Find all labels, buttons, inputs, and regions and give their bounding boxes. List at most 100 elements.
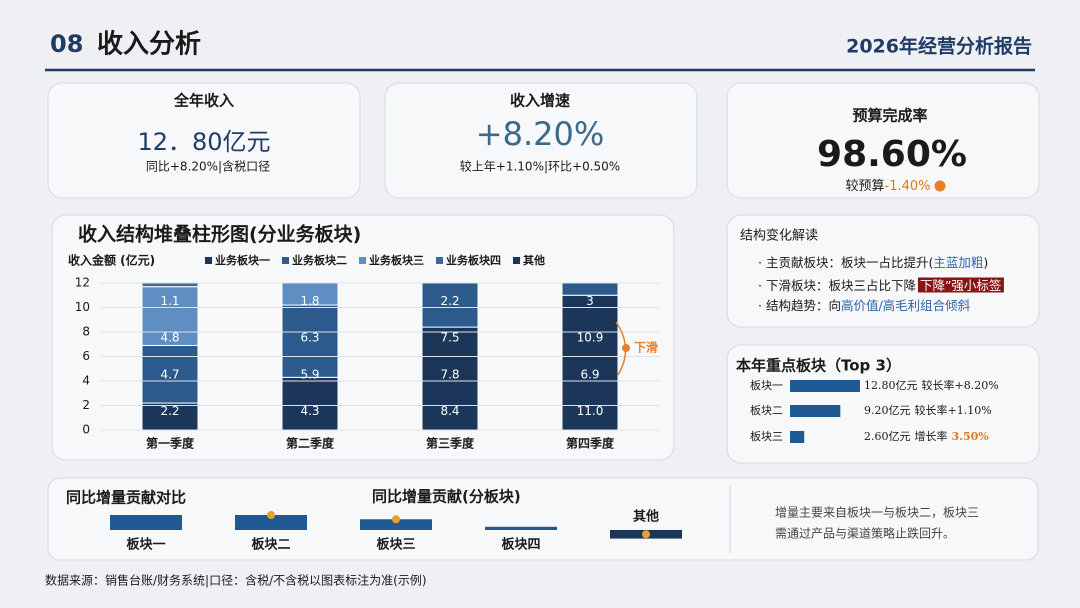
bar bbox=[110, 515, 182, 530]
bar-segment bbox=[561, 294, 619, 430]
card-title: 全年收入 bbox=[173, 92, 234, 110]
row-notes: 较长率+8.20% bbox=[922, 378, 999, 392]
insight-segment: 高价值/高毛利组合倾斜 bbox=[841, 298, 971, 313]
y-tick-label: 12 bbox=[75, 276, 90, 290]
row-label: 板块三 bbox=[750, 429, 783, 443]
card-value: 98.60% bbox=[817, 134, 967, 175]
data-label: 11.0 bbox=[577, 404, 604, 418]
row-notes: 较长率+1.10% bbox=[915, 403, 992, 417]
card-value: 12．80亿元 bbox=[137, 128, 270, 156]
report-title: 2026年经营分析报告 bbox=[846, 35, 1032, 58]
legend-swatch bbox=[282, 257, 289, 264]
y-tick-label: 8 bbox=[82, 325, 90, 339]
x-tick-label: 第三季度 bbox=[426, 436, 475, 451]
bar-segment bbox=[561, 283, 619, 296]
card bbox=[384, 82, 698, 199]
card-title: 预算完成率 bbox=[852, 107, 927, 125]
annotation-dot bbox=[622, 344, 630, 352]
bar bbox=[485, 526, 557, 530]
y-axis-label: 收入金额 (亿元) bbox=[68, 253, 155, 268]
marker-dot bbox=[267, 511, 275, 519]
card-sub: 较上年+1.10%|环比+0.50% bbox=[460, 159, 620, 174]
x-tick-label: 板块三 bbox=[376, 537, 415, 553]
data-label: 1.1 bbox=[160, 294, 179, 308]
bullet: · bbox=[758, 278, 766, 293]
data-label: 5.9 bbox=[300, 367, 319, 381]
bullet: · bbox=[758, 298, 766, 313]
insight-segment: ) bbox=[983, 255, 988, 270]
chart-card bbox=[51, 214, 675, 461]
y-tick-label: 0 bbox=[82, 423, 90, 437]
chart-title: 收入结构堆叠柱形图(分业务板块) bbox=[78, 223, 361, 246]
data-label: 4.7 bbox=[160, 367, 179, 381]
legend-swatch bbox=[436, 257, 443, 264]
row-notes: 增长率 bbox=[915, 429, 948, 443]
card-value: +8.20% bbox=[476, 115, 604, 153]
insight-line: · 主贡献板块：板块一占比提升(主蓝加粗) bbox=[758, 255, 988, 270]
x-tick-label: 板块一 bbox=[126, 537, 165, 553]
x-tick-label: 板块四 bbox=[501, 537, 540, 553]
note-line: 增量主要来自板块一与板块二，板块三 bbox=[775, 506, 979, 520]
tag-bg bbox=[917, 277, 1004, 293]
insight-segment: 下降”强小标签 bbox=[920, 278, 1002, 293]
bar-segment bbox=[281, 304, 339, 378]
insight-segment: 主贡献板块：板块一占比提升( bbox=[766, 255, 933, 270]
data-label: 7.5 bbox=[440, 331, 459, 345]
marker-dot bbox=[642, 530, 650, 539]
card bbox=[726, 82, 1040, 199]
bar bbox=[360, 519, 432, 530]
data-label: 3 bbox=[586, 294, 594, 308]
data-label: 2.2 bbox=[160, 404, 179, 418]
legend-label: 其他 bbox=[523, 253, 545, 267]
card-delta: -1.40% bbox=[885, 179, 931, 194]
legend-label: 业务板块二 bbox=[292, 253, 347, 267]
insight-segment: 结构趋势：向 bbox=[766, 298, 841, 313]
footer: 数据来源：销售台账/财务系统|口径：含税/不含税以图表标注为准(示例) bbox=[45, 573, 427, 588]
data-label: 4.8 bbox=[160, 331, 179, 345]
x-tick-label: 第四季度 bbox=[566, 436, 615, 451]
card-title: 收入增速 bbox=[510, 92, 570, 110]
delta-dot bbox=[934, 180, 946, 192]
data-label: 1.8 bbox=[300, 294, 319, 308]
page-title: 收入分析 bbox=[97, 30, 201, 60]
row-value: 2.60亿元 增长率 3.50% bbox=[864, 429, 989, 443]
legend-swatch bbox=[205, 257, 212, 264]
x-tick-label: 第一季度 bbox=[146, 436, 195, 451]
y-tick-label: 6 bbox=[82, 349, 90, 363]
marker-dot bbox=[392, 515, 400, 524]
hbar bbox=[790, 405, 841, 417]
legend-label: 业务板块四 bbox=[446, 253, 501, 267]
row-label: 板块二 bbox=[750, 403, 783, 417]
note-line: 需通过产品与渠道策略止跌回升。 bbox=[775, 526, 955, 541]
data-label: 6.9 bbox=[580, 367, 599, 381]
row-value: 9.20亿元 较长率+1.10% bbox=[864, 403, 992, 417]
bullet: · bbox=[758, 255, 766, 270]
bar-segment bbox=[141, 283, 199, 288]
bottom-card bbox=[47, 477, 1039, 561]
bar-segment bbox=[141, 286, 199, 346]
insight-line: · 下滑板块：板块三占比下降 下降”强小标签 bbox=[758, 278, 1002, 293]
plot bbox=[141, 283, 619, 430]
top3-title: 本年重点板块（Top 3） bbox=[736, 357, 901, 375]
y-tick-label: 10 bbox=[75, 300, 90, 314]
insight-card bbox=[726, 214, 1040, 328]
bar-segment bbox=[421, 326, 479, 430]
card bbox=[47, 82, 361, 199]
top3-card bbox=[726, 344, 1040, 464]
hbar bbox=[790, 380, 860, 392]
bar-segment bbox=[281, 376, 339, 430]
data-label: 7.8 bbox=[440, 367, 459, 381]
data-label: 2.2 bbox=[440, 294, 459, 308]
insight-line: · 结构趋势：向高价值/高毛利组合倾斜 bbox=[758, 298, 971, 313]
row-note_values: 3.50% bbox=[952, 430, 990, 443]
y-tick-label: 2 bbox=[82, 398, 90, 412]
data-label: 4.3 bbox=[300, 404, 319, 418]
bar-segment bbox=[281, 283, 339, 306]
annotation: 下滑 bbox=[634, 340, 658, 355]
insight-segment: 主蓝加粗 bbox=[933, 255, 983, 270]
row-value_labels: 12.80亿元 bbox=[864, 379, 918, 392]
row-label: 板块一 bbox=[750, 378, 783, 392]
bar bbox=[235, 515, 307, 530]
bar-segment bbox=[421, 283, 479, 328]
hbar bbox=[790, 431, 805, 443]
